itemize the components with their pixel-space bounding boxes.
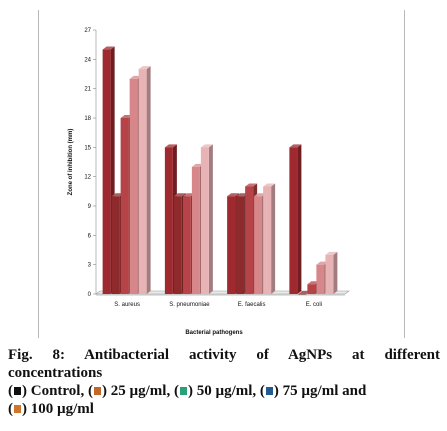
y-tick-label: 12 — [84, 175, 91, 181]
y-tick-label: 21 — [84, 87, 91, 93]
bar-100-g-ml-1 — [138, 66, 151, 294]
legend-swatch-75 — [265, 387, 273, 395]
x-tick-label: E. faecalis — [238, 302, 266, 308]
legend-swatch-25 — [93, 387, 101, 395]
bar-100-g-ml-2 — [200, 144, 213, 294]
caption-legend-line-2: ( ) 100 µg/ml — [8, 400, 440, 418]
x-axis: S. aureus S. pneumoniae E. faecalis E. coli — [114, 302, 322, 308]
legend-prefix: ( — [259, 383, 265, 399]
bar-100-g-ml-3 — [263, 183, 276, 294]
y-tick-label: 3 — [88, 263, 92, 269]
x-tick-label: S. pneumoniae — [169, 302, 210, 308]
caption-legend-line-1: () Control, () 25 µg/ml, () 50 µg/ml, ()… — [8, 382, 440, 400]
bars-group — [102, 46, 338, 295]
legend-prefix: ( — [87, 383, 93, 399]
x-tick-label: E. coli — [306, 302, 322, 308]
y-tick-label: 9 — [88, 204, 92, 210]
caption-title: Fig. 8: Antibacterial activity of AgNPs … — [8, 347, 440, 363]
y-tick-label: 24 — [84, 57, 91, 63]
y-axis: 0 3 6 9 12 15 18 21 24 27 — [84, 28, 97, 298]
legend-swatch-control — [14, 387, 21, 395]
bar-control-4 — [289, 144, 302, 294]
y-tick-label: 15 — [84, 145, 91, 151]
legend-prefix: ( — [173, 383, 179, 399]
legend-label-control: ) Control, — [22, 383, 88, 399]
figure-caption: Fig. 8: Antibacterial activity of AgNPs … — [8, 346, 440, 418]
legend-prefix: ( — [8, 401, 13, 417]
y-tick-label: 0 — [88, 292, 92, 298]
caption-title-cont: concentrations — [8, 365, 103, 381]
legend-label-100: ) 100 µg/ml — [22, 401, 94, 417]
x-axis-title: Bacterial pathogens — [185, 330, 243, 336]
y-tick-label: 6 — [88, 233, 92, 239]
figure-frame — [38, 10, 405, 338]
y-axis-title: Zone of inhibition (mm) — [68, 129, 74, 196]
legend-label-75: ) 75 µg/ml and — [273, 383, 367, 399]
bar-100-g-ml-4 — [325, 251, 338, 294]
legend-swatch-100 — [14, 405, 21, 413]
y-tick-label: 18 — [84, 116, 91, 122]
legend-prefix: ( — [8, 383, 13, 399]
legend-label-50: ) 50 µg/ml, — [187, 383, 260, 399]
legend-swatch-50 — [179, 387, 187, 395]
x-tick-label: S. aureus — [114, 302, 140, 308]
bar-chart: 0 3 6 9 12 15 18 21 24 27 S. aureus S. pneumoniae E… — [68, 28, 350, 336]
y-tick-label: 27 — [84, 28, 91, 34]
legend-label-25: ) 25 µg/ml, — [101, 383, 174, 399]
